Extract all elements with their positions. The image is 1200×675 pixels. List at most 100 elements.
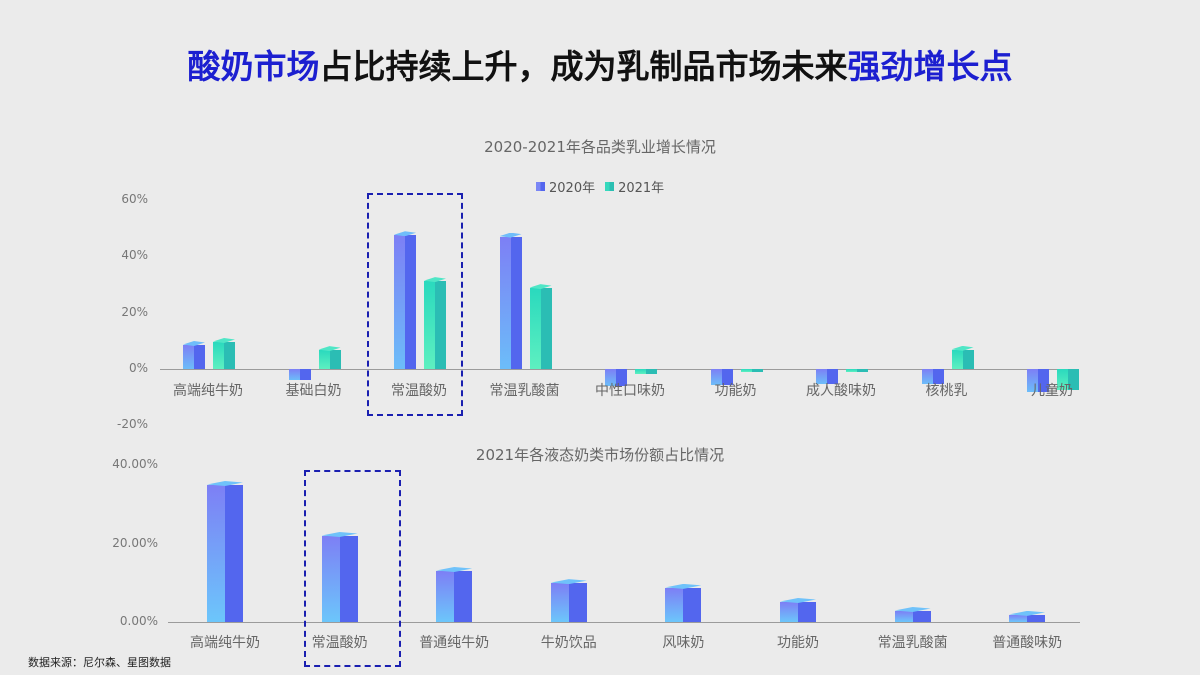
bar-2020-6[interactable]: [816, 369, 838, 385]
bar-top-face: [318, 346, 341, 352]
bar-top-face: [424, 277, 446, 283]
bar-2021-0[interactable]: [213, 337, 235, 369]
chart2-zero-line: [168, 622, 1080, 623]
bar-top-face: [529, 284, 552, 290]
x-category-label: 高端纯牛奶: [173, 383, 243, 399]
bar-2021-7[interactable]: [951, 345, 974, 369]
legend-label-2021: 2021年: [618, 181, 665, 196]
bar-front-face: [894, 611, 913, 622]
headline-highlight-1: 酸奶市场: [187, 47, 320, 86]
bar-side-face: [1027, 614, 1046, 622]
share-bar-4[interactable]: [665, 583, 702, 622]
bar-side-face: [194, 345, 205, 369]
bar-front-face: [321, 536, 340, 622]
chart1-legend: 2020年 2021年: [536, 177, 664, 196]
y-tick-label: 20%: [121, 304, 148, 319]
bar-2020-2[interactable]: [394, 231, 416, 369]
bar-2021-1[interactable]: [318, 346, 341, 369]
bar-front-face: [780, 601, 798, 622]
y-tick-label: 40.00%: [112, 457, 158, 471]
bar-side-face: [857, 369, 868, 373]
chart1-highlight-box: [367, 193, 463, 416]
x-category-label: 常温酸奶: [311, 635, 368, 651]
bar-side-face: [798, 601, 816, 622]
bar-side-face: [405, 235, 416, 369]
share-bar-3[interactable]: [550, 579, 587, 622]
bar-top-face: [665, 583, 702, 589]
bar-2020-8[interactable]: [1027, 369, 1049, 392]
bar-2020-4[interactable]: [605, 369, 627, 386]
x-category-label: 常温乳酸菌: [877, 635, 948, 651]
x-category-label: 成人酸味奶: [806, 383, 876, 399]
bar-side-face: [329, 350, 341, 369]
bar-top-face: [894, 607, 931, 612]
bar-side-face: [454, 570, 473, 622]
bar-side-face: [510, 236, 522, 369]
bar-2020-1[interactable]: [288, 369, 311, 381]
legend-swatch-2021: [605, 182, 615, 191]
bar-2021-4[interactable]: [635, 369, 657, 375]
bar-front-face: [529, 288, 541, 369]
bar-side-face: [225, 485, 243, 622]
x-category-label: 中性口味奶: [595, 383, 665, 399]
legend-swatch-2020: [536, 182, 545, 191]
bar-top-face: [550, 579, 587, 585]
bar-front-face: [740, 369, 752, 373]
bar-2021-6[interactable]: [846, 369, 868, 373]
bar-front-face: [207, 485, 225, 622]
x-category-label: 儿童奶: [1031, 383, 1073, 399]
bar-front-face: [665, 587, 684, 622]
bar-2020-7[interactable]: [921, 369, 944, 385]
x-category-label: 牛奶饮品: [540, 635, 597, 651]
x-category-label: 风味奶: [662, 635, 705, 651]
chart2-highlight-box: [304, 470, 401, 667]
legend-item-2021[interactable]: 2021年: [605, 177, 664, 196]
bar-side-face: [1068, 369, 1079, 391]
bar-top-face: [780, 597, 816, 603]
bar-2021-2[interactable]: [424, 277, 446, 369]
share-bar-0[interactable]: [207, 481, 243, 622]
bar-side-face: [912, 611, 931, 622]
bar-front-face: [499, 236, 511, 369]
bar-side-face: [646, 369, 657, 375]
bar-front-face: [394, 235, 405, 369]
bar-front-face: [846, 369, 857, 373]
bar-front-face: [605, 369, 616, 386]
bar-2021-8[interactable]: [1057, 369, 1079, 391]
share-bar-6[interactable]: [894, 607, 931, 622]
bar-front-face: [1027, 369, 1038, 392]
bar-2020-0[interactable]: [183, 341, 205, 369]
bar-front-face: [1009, 614, 1028, 622]
bar-front-face: [424, 281, 435, 369]
x-category-label: 高端纯牛奶: [190, 635, 260, 651]
headline-middle: 占比持续上升，成为乳制品市场未来: [319, 47, 848, 86]
y-tick-label: -20%: [116, 417, 148, 432]
bar-front-face: [213, 341, 224, 369]
y-tick-label: 0.00%: [119, 614, 158, 628]
legend-item-2020[interactable]: 2020年: [536, 177, 595, 196]
chart2-title: 2021年各液态奶类市场份额占比情况: [475, 446, 725, 464]
page-headline: 酸奶市场占比持续上升，成为乳制品市场未来强劲增长点: [0, 40, 1200, 88]
share-bar-1[interactable]: [321, 532, 358, 622]
bar-2021-3[interactable]: [529, 284, 552, 369]
x-category-label: 基础白奶: [285, 383, 342, 399]
bar-front-face: [1057, 369, 1068, 391]
bar-2020-3[interactable]: [499, 232, 522, 369]
share-bar-7[interactable]: [1009, 610, 1046, 622]
bar-2021-5[interactable]: [740, 369, 763, 373]
y-tick-label: 0%: [128, 361, 148, 375]
bar-top-face: [207, 481, 243, 487]
bar-side-face: [568, 583, 587, 622]
bar-side-face: [224, 341, 235, 369]
bar-front-face: [921, 369, 933, 385]
bar-front-face: [951, 349, 963, 369]
x-category-label: 普通纯牛奶: [419, 635, 490, 651]
bar-side-face: [339, 536, 358, 622]
share-bar-2[interactable]: [436, 566, 473, 622]
bar-front-face: [318, 350, 330, 369]
bar-top-face: [183, 341, 205, 347]
share-bar-5[interactable]: [780, 597, 816, 622]
bar-2020-5[interactable]: [710, 369, 733, 386]
bar-side-face: [827, 369, 838, 385]
bar-side-face: [540, 288, 552, 369]
